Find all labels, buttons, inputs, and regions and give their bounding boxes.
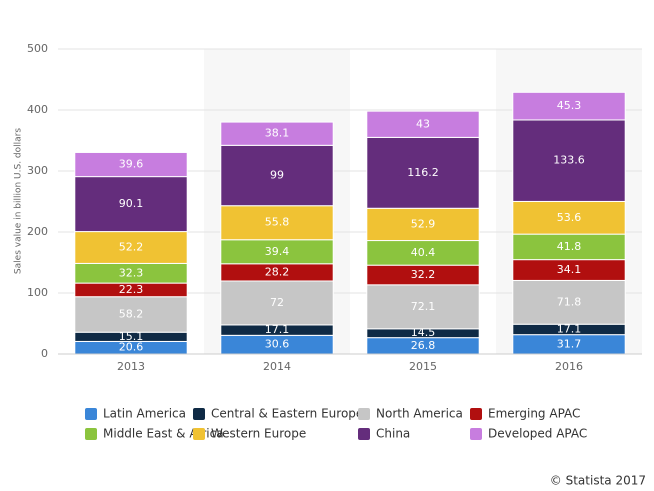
legend-swatch: [193, 408, 205, 420]
value-label: 58.2: [119, 307, 144, 320]
bar-segment: [74, 231, 188, 264]
y-tick-label: 200: [27, 225, 48, 238]
value-label: 38.1: [265, 127, 290, 140]
legend-swatch: [85, 428, 97, 440]
legend-label: Latin America: [103, 407, 186, 421]
y-tick-label: 0: [41, 347, 48, 360]
legend-label: North America: [376, 407, 463, 421]
legend-swatch: [470, 408, 482, 420]
value-label: 52.2: [119, 240, 144, 253]
bar-segment: [74, 151, 188, 178]
legend-swatch: [358, 428, 370, 440]
bar-segment: [74, 296, 188, 333]
credit: © Statista 2017: [550, 474, 646, 488]
x-tick-label: 2015: [409, 360, 437, 373]
value-label: 17.1: [557, 322, 582, 335]
legend-swatch: [358, 408, 370, 420]
legend-swatch: [193, 428, 205, 440]
bar-segment: [220, 121, 334, 146]
value-label: 39.4: [265, 245, 290, 258]
value-label: 72: [270, 296, 284, 309]
bar-segment: [366, 110, 480, 138]
legend-label: China: [376, 427, 410, 441]
value-label: 41.8: [557, 240, 582, 253]
x-tick-label: 2016: [555, 360, 583, 373]
y-tick-label: 300: [27, 164, 48, 177]
legend-label: Emerging APAC: [488, 407, 580, 421]
value-label: 28.2: [265, 265, 290, 278]
bar-segment: [512, 91, 626, 121]
value-label: 133.6: [553, 154, 585, 167]
value-label: 22.3: [119, 283, 144, 296]
value-label: 116.2: [407, 166, 439, 179]
value-label: 32.3: [119, 266, 144, 279]
bar-segment: [366, 136, 480, 209]
value-label: 14.5: [411, 326, 436, 339]
value-label: 20.6: [119, 341, 144, 354]
x-tick-label: 2014: [263, 360, 291, 373]
value-label: 55.8: [265, 216, 290, 229]
bar-segment: [220, 239, 334, 265]
value-label: 72.1: [411, 300, 436, 313]
legend-label: Central & Eastern Europe: [211, 407, 363, 421]
legend-swatch: [85, 408, 97, 420]
bar-segment: [512, 279, 626, 325]
bar-segment: [220, 144, 334, 207]
legend-label: Western Europe: [211, 427, 306, 441]
value-label: 34.1: [557, 263, 582, 276]
bar-segment: [366, 284, 480, 330]
value-label: 17.1: [265, 323, 290, 336]
value-label: 15.1: [119, 330, 144, 343]
value-label: 53.6: [557, 211, 582, 224]
y-axis-label: Sales value in billion U.S. dollars: [14, 128, 24, 274]
legend-swatch: [470, 428, 482, 440]
value-label: 99: [270, 169, 284, 182]
bar-segment: [220, 205, 334, 241]
value-label: 71.8: [557, 295, 582, 308]
value-label: 32.2: [411, 268, 436, 281]
value-label: 52.9: [411, 217, 436, 230]
y-tick-label: 500: [27, 42, 48, 55]
y-tick-label: 100: [27, 286, 48, 299]
y-tick-label: 400: [27, 103, 48, 116]
value-label: 39.6: [119, 158, 144, 171]
legend-label: Middle East & Africa: [103, 427, 224, 441]
value-label: 45.3: [557, 99, 582, 112]
value-label: 31.7: [557, 337, 582, 350]
value-label: 90.1: [119, 197, 144, 210]
value-label: 30.6: [265, 338, 290, 351]
bar-segment: [512, 200, 626, 235]
bar-segment: [512, 119, 626, 202]
bar-segment: [220, 280, 334, 326]
x-tick-label: 2013: [117, 360, 145, 373]
value-label: 43: [416, 117, 430, 130]
legend-label: Developed APAC: [488, 427, 587, 441]
bar-segment: [366, 240, 480, 266]
value-label: 26.8: [411, 339, 436, 352]
value-label: 40.4: [411, 246, 436, 259]
bar-segment: [512, 233, 626, 261]
bar-segment: [74, 176, 188, 233]
